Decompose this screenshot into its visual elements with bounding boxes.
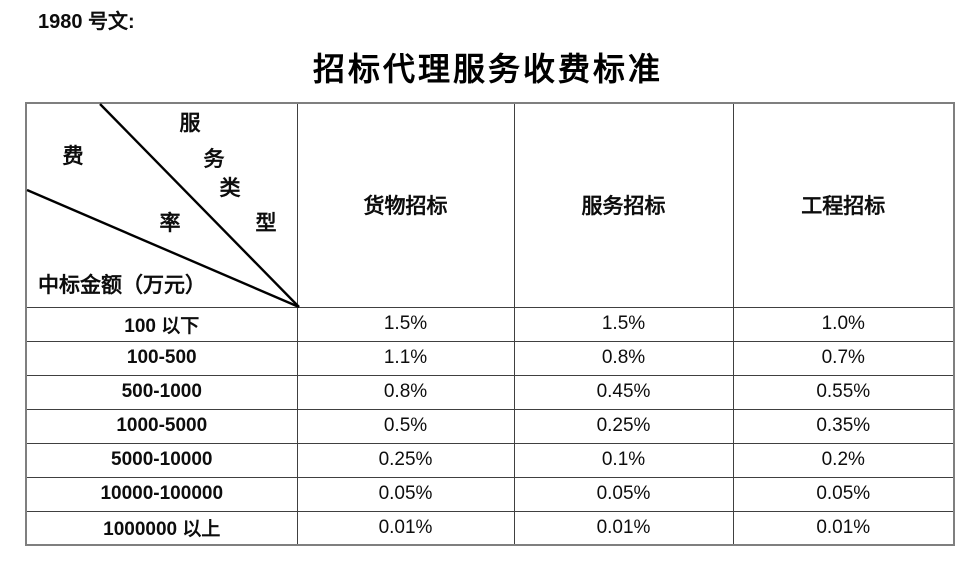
rate-cell: 0.2% <box>732 442 955 478</box>
rate-cell: 0.35% <box>732 408 955 444</box>
rate-cell: 0.05% <box>513 476 734 512</box>
column-header-service: 服务招标 <box>513 102 734 308</box>
rate-cell: 1.5% <box>513 306 734 342</box>
page-title: 招标代理服务收费标准 <box>312 51 663 87</box>
amount-range-cell: 100-500 <box>25 340 298 376</box>
rate-cell: 0.25% <box>513 408 734 444</box>
fee-standard-table: 服 务 类 型 费 率 中标金额（万元） 货物招标 服务招标 工程招标 100 … <box>25 102 955 546</box>
rate-cell: 0.8% <box>296 374 515 410</box>
rate-cell: 0.45% <box>513 374 734 410</box>
rate-cell: 0.25% <box>296 442 515 478</box>
amount-range-cell: 5000-10000 <box>25 442 298 478</box>
rate-cell: 1.5% <box>296 306 515 342</box>
diagonal-divider-lines <box>26 103 300 309</box>
amount-range-cell: 1000-5000 <box>25 408 298 444</box>
rate-cell: 0.7% <box>732 340 955 376</box>
table-row: 100-500 1.1% 0.8% 0.7% <box>25 340 955 376</box>
corner-service-type-char: 型 <box>255 211 277 235</box>
column-header-goods: 货物招标 <box>296 102 515 308</box>
corner-fee-rate-char: 费 <box>62 144 84 168</box>
amount-range-cell: 500-1000 <box>25 374 298 410</box>
rate-cell: 0.01% <box>732 510 955 546</box>
rate-cell: 0.05% <box>732 476 955 512</box>
corner-amount-label: 中标金额（万元） <box>38 272 206 297</box>
table-row: 1000000 以上 0.01% 0.01% 0.01% <box>25 510 955 546</box>
table-row: 500-1000 0.8% 0.45% 0.55% <box>25 374 955 410</box>
rate-cell: 0.5% <box>296 408 515 444</box>
rate-cell: 0.8% <box>513 340 734 376</box>
rate-cell: 1.0% <box>732 306 955 342</box>
rate-cell: 0.55% <box>732 374 955 410</box>
rate-cell: 1.1% <box>296 340 515 376</box>
column-header-engineering: 工程招标 <box>732 102 955 308</box>
corner-service-type-char: 类 <box>219 176 241 200</box>
document-number-label: 1980 号文: <box>38 11 135 33</box>
table-row: 5000-10000 0.25% 0.1% 0.2% <box>25 442 955 478</box>
corner-service-type-char: 服 <box>179 111 201 135</box>
amount-range-cell: 1000000 以上 <box>25 510 298 546</box>
table-row: 1000-5000 0.5% 0.25% 0.35% <box>25 408 955 444</box>
rate-cell: 0.01% <box>513 510 734 546</box>
corner-fee-rate-char: 率 <box>159 211 181 235</box>
corner-service-type-char: 务 <box>203 147 225 171</box>
table-row: 100 以下 1.5% 1.5% 1.0% <box>25 306 955 342</box>
amount-range-cell: 10000-100000 <box>25 476 298 512</box>
header-row: 服 务 类 型 费 率 中标金额（万元） 货物招标 服务招标 工程招标 <box>25 102 955 309</box>
rate-cell: 0.01% <box>296 510 515 546</box>
rate-cell: 0.05% <box>296 476 515 512</box>
corner-header-cell: 服 务 类 型 费 率 中标金额（万元） <box>25 102 300 309</box>
table-row: 10000-100000 0.05% 0.05% 0.05% <box>25 476 955 512</box>
rate-cell: 0.1% <box>513 442 734 478</box>
amount-range-cell: 100 以下 <box>25 306 298 342</box>
